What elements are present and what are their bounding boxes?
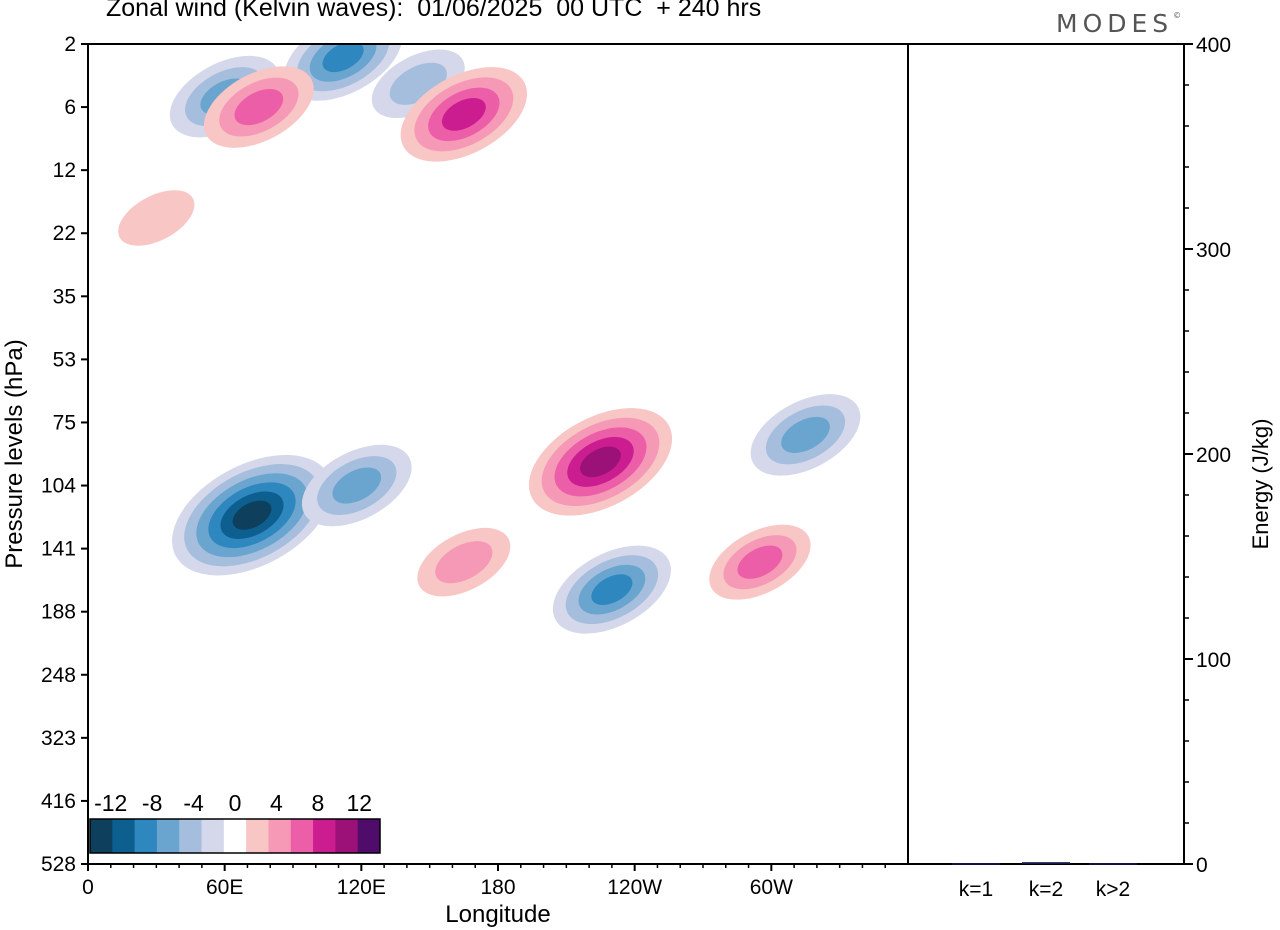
colorbar-label: -12 [94,790,127,816]
colorbar-swatch [90,819,113,853]
y-tick-label: 188 [41,601,76,624]
field-anomaly-9 [417,527,511,597]
field-anomaly-2 [552,545,671,634]
field-contour-level [232,500,272,530]
y-tick-label: 528 [41,853,76,876]
field-contour-level [781,416,830,453]
energy-bar-chart: 0 100 200 300 400 k=1 k=2 k>2 Energy (J/kg) [952,34,1273,901]
field-anomaly-7 [528,408,673,516]
colorbar-swatch [156,819,180,853]
field-anomaly-3 [750,394,861,476]
colorbar-swatch [290,819,314,853]
colorbar-legend: -12 -8 -4 0 4 8 12 [89,790,381,854]
energy-bar [1089,863,1137,865]
field-contour-level [591,574,633,605]
colorbar-swatch [335,819,359,853]
colorbar-label: -4 [183,790,204,816]
colorbar-label: 12 [346,790,372,816]
energy-x-label: k=2 [1029,878,1063,901]
field-contour-level [118,190,195,246]
colorbar-swatch [357,819,381,853]
colorbar-swatch [134,819,158,853]
y-tick-label: 22 [53,222,76,245]
field-contour-level [234,89,284,126]
x-tick-label: 60W [750,876,793,899]
colorbar-swatch [313,819,336,853]
x-axis-label: Longitude [445,901,550,928]
y-tick-label: 248 [41,664,76,687]
energy-y-tick-label: 0 [1196,854,1208,877]
field-anomaly-11 [203,66,314,148]
energy-y-axis-label: Energy (J/kg) [1248,419,1273,550]
colorbar-swatch [179,819,203,853]
colorbar-swatch [223,819,247,853]
field-anomaly-12 [118,190,195,246]
energy-bar [1022,862,1070,864]
y-tick-label: 141 [41,538,76,561]
colorbar-frame [89,818,381,854]
energy-bar [952,863,1000,865]
field-contour-level [332,467,382,504]
field-anomaly-0 [172,454,332,576]
colorbar-swatch [246,819,269,853]
y-tick-label: 323 [41,727,76,750]
heatmap-field [118,44,861,634]
x-tick-label: 180 [480,876,515,899]
energy-panel-frame [907,43,1185,865]
field-anomaly-8 [709,524,811,600]
heatmap-axes: 0 60E 120E 180 120W 60W 2 6 12 22 35 53 75 104 141 188 2… [1,33,886,928]
energy-x-label: k=1 [959,878,993,901]
energy-y-tick-label: 300 [1196,239,1231,262]
x-tick-label: 0 [82,876,94,899]
colorbar-label: 8 [311,790,324,816]
colorbar-label: -8 [142,790,162,816]
y-tick-label: 104 [41,475,76,498]
field-anomaly-10 [400,67,528,162]
y-tick-label: 35 [53,285,76,308]
field-anomaly-1 [301,444,412,527]
y-tick-label: 2 [64,33,76,56]
x-tick-label: 60E [206,876,243,899]
field-contour-level [322,44,364,73]
field-contour-level [441,97,486,131]
colorbar-swatch [201,819,225,853]
y-tick-label: 75 [53,411,76,434]
energy-y-tick-label: 200 [1196,444,1231,467]
field-contour-level [580,446,621,478]
field-contour-level [435,541,493,584]
y-tick-label: 53 [53,348,76,371]
colorbar-swatch [268,819,292,853]
y-tick-label: 416 [41,790,76,813]
x-tick-label: 120W [607,876,662,899]
colorbar-label: 0 [229,790,242,816]
colorbar-label: 4 [270,790,283,816]
energy-y-tick-label: 400 [1196,34,1231,57]
y-tick-label: 12 [53,159,76,182]
x-tick-label: 120E [337,876,386,899]
energy-x-label: k>2 [1096,878,1130,901]
chart-title: Zonal wind (Kelvin waves): 01/06/2025 00… [106,0,762,22]
brand-logo: MODES© [1056,9,1182,38]
y-axis-label: Pressure levels (hPa) [1,339,28,568]
colorbar-swatch [112,819,136,853]
field-contour-level [737,545,783,579]
y-tick-label: 6 [64,96,76,119]
energy-y-tick-label: 100 [1196,649,1231,672]
